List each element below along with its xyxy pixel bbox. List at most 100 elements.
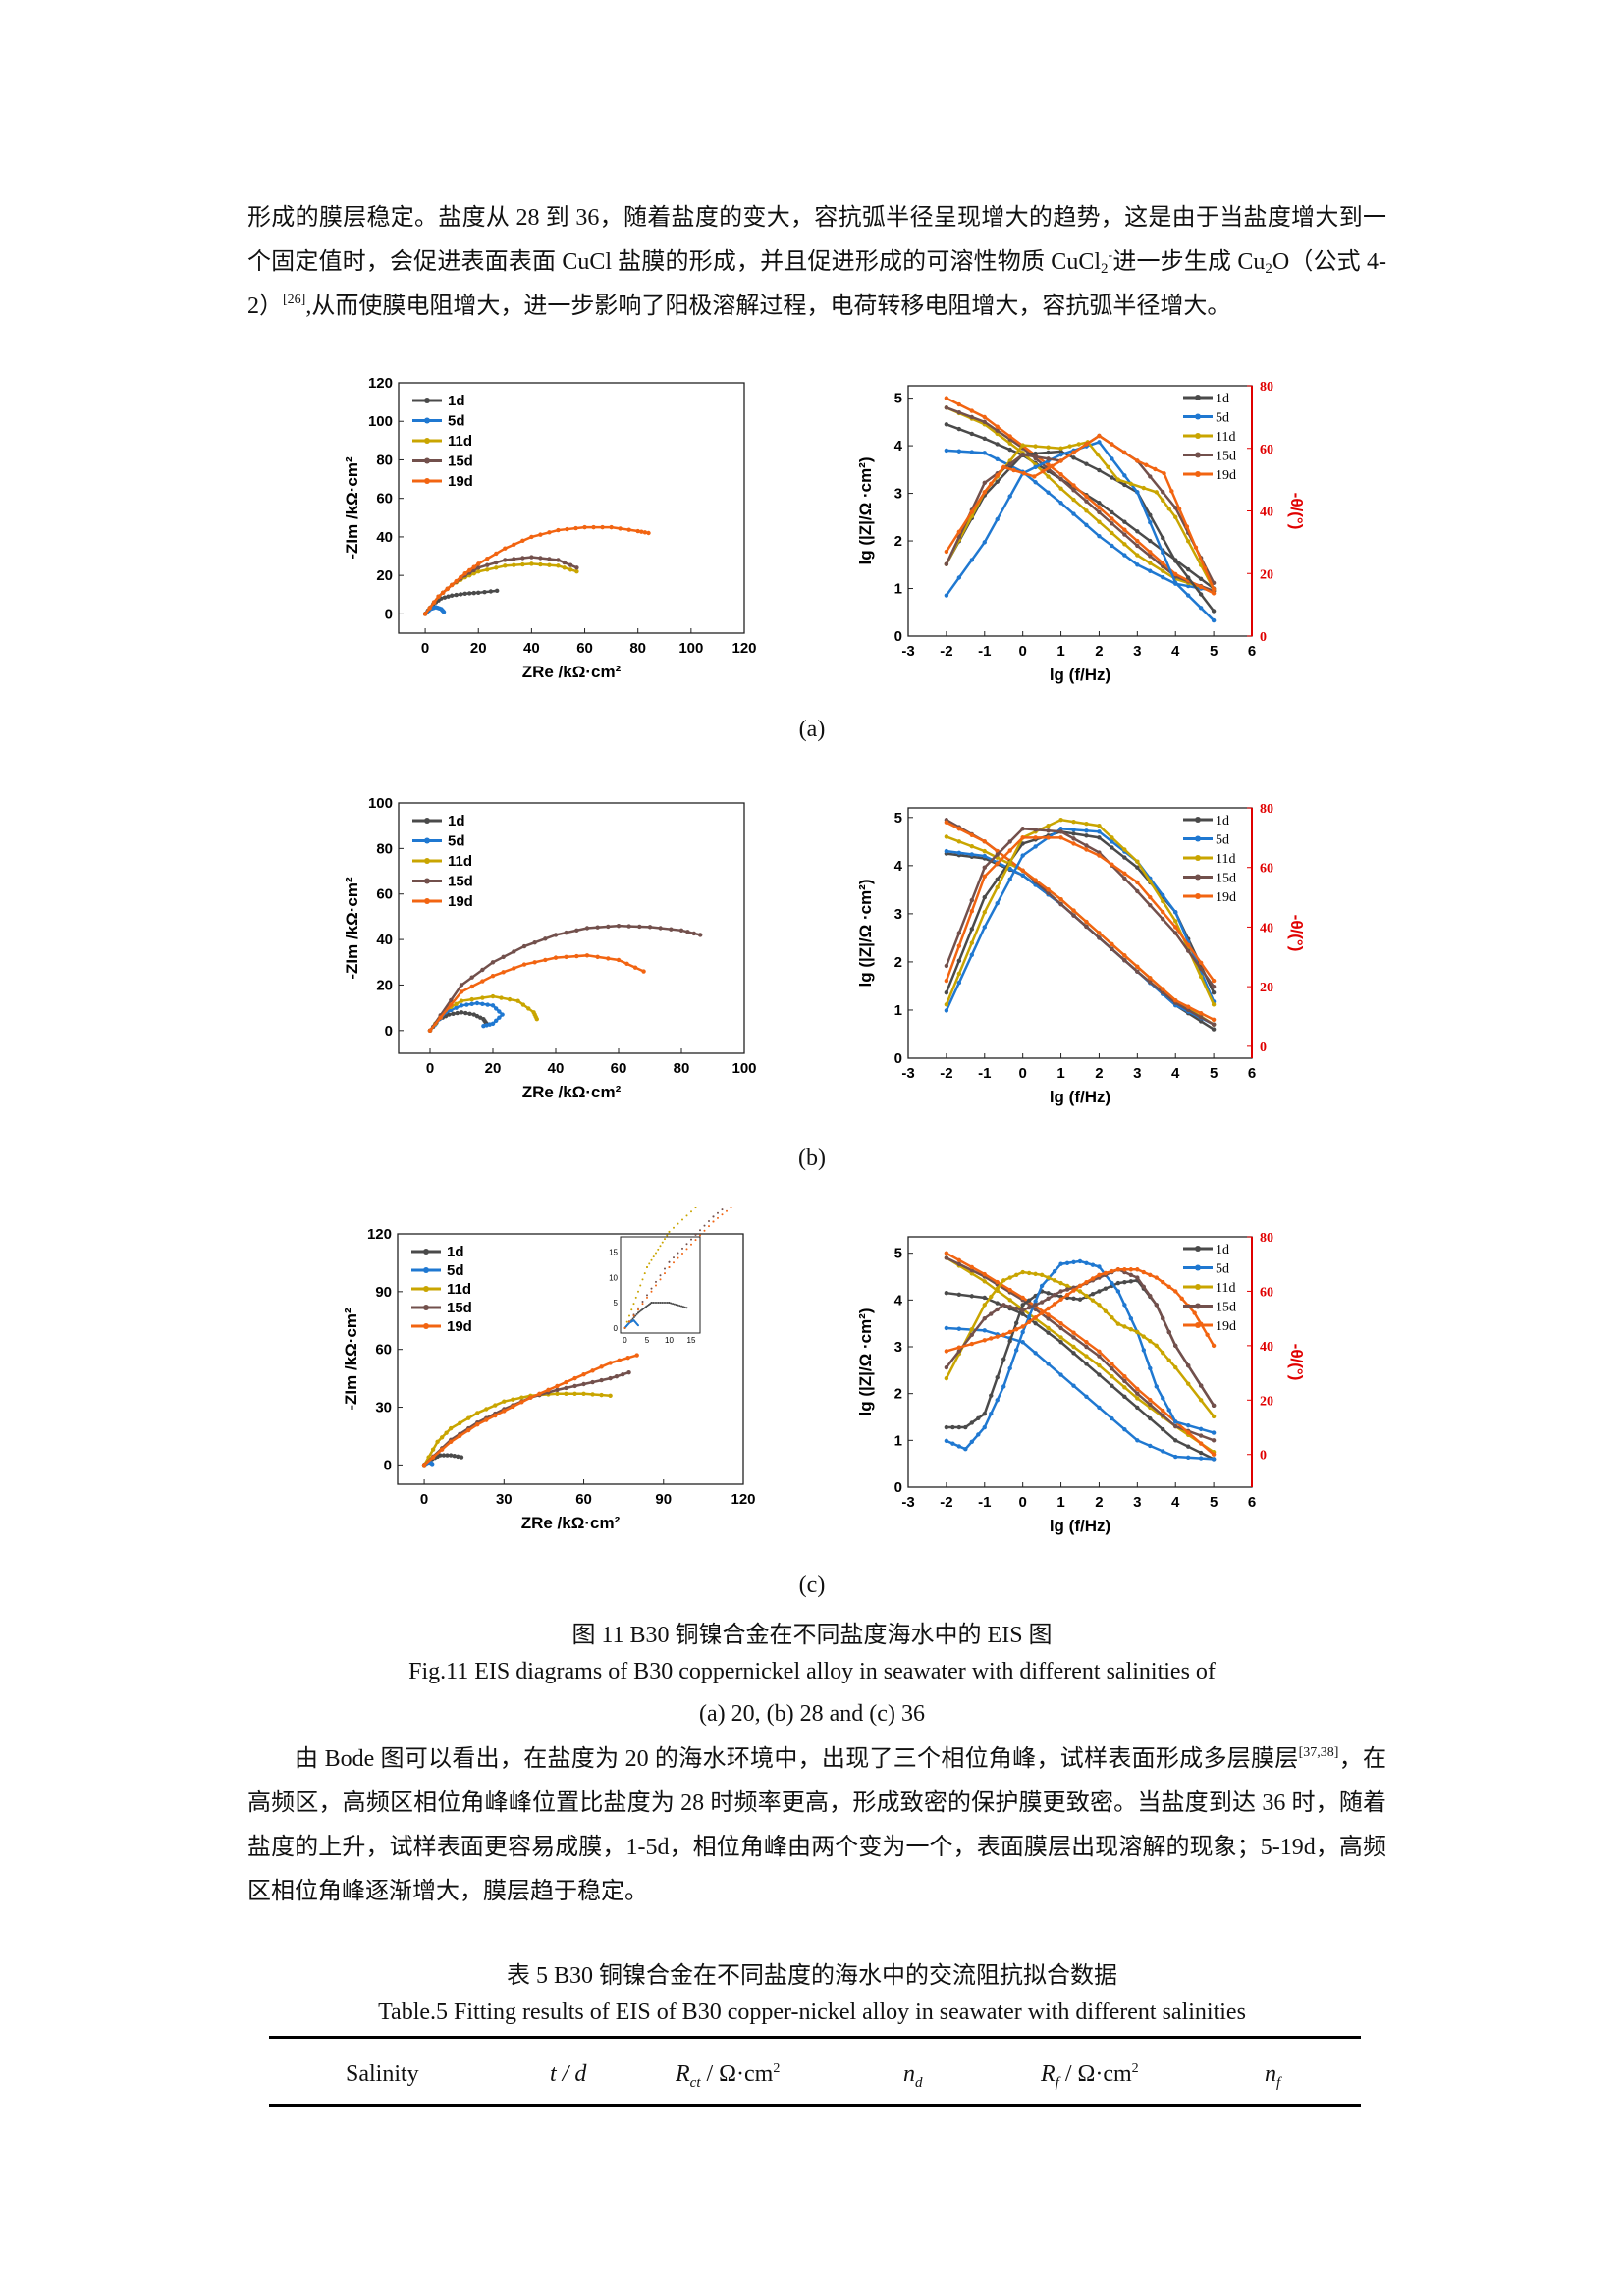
phase-19d-point: [1032, 474, 1037, 479]
inset-point-19d: [743, 1196, 745, 1198]
phase-19d-point: [1205, 1332, 1210, 1337]
inset-point-1d: [647, 1304, 650, 1307]
phase-15d-point: [1185, 948, 1191, 953]
series-19d-point: [490, 973, 496, 979]
legend-marker-1d: [423, 1249, 429, 1255]
y2-tick-label: 20: [1260, 1394, 1273, 1409]
inset-point-11d: [666, 1234, 669, 1237]
phase-1d-point: [963, 1424, 968, 1430]
modulus-5d-point: [956, 449, 962, 454]
inset-point-1d: [685, 1307, 688, 1309]
phase-11d-point: [1090, 1298, 1096, 1303]
phase-11d-point: [1052, 1278, 1057, 1283]
inset-point-11d: [828, 1142, 830, 1144]
series-11d-point: [485, 567, 490, 572]
phase-19d-point: [1033, 1315, 1038, 1320]
legend-marker-1d: [1195, 1246, 1201, 1252]
series-19d-point: [584, 953, 590, 958]
series-19d-point: [471, 564, 476, 569]
phase-1d-point: [1161, 535, 1165, 541]
phase-19d-point: [1097, 1272, 1102, 1278]
x-tick-label: 0: [421, 640, 429, 657]
phase-11d-point: [956, 971, 962, 977]
modulus-5d-point: [956, 1326, 962, 1331]
phase-15d-point: [1007, 839, 1012, 844]
phase-19d-point: [1097, 853, 1102, 858]
phase-15d-point: [969, 897, 975, 903]
series-15d-point: [553, 933, 559, 937]
inset-point-1d: [678, 1305, 681, 1308]
phase-15d-point: [944, 1364, 949, 1370]
phase-11d-point: [1039, 1272, 1045, 1278]
phase-5d-point: [1052, 1268, 1057, 1274]
series-5d-point: [474, 1000, 480, 1006]
modulus-11d-point: [1071, 1344, 1076, 1350]
phase-5d-point: [1007, 1365, 1012, 1371]
series-15d-point: [606, 924, 611, 930]
modulus-5d-point: [1033, 1351, 1038, 1356]
series-19d-point: [502, 1409, 507, 1414]
legend-marker-15d: [424, 878, 430, 884]
legend-marker-11d: [1195, 433, 1201, 439]
phase-19d-point: [1026, 1319, 1032, 1325]
inset-point-11d: [632, 1303, 635, 1306]
inset-point-11d: [694, 1207, 697, 1209]
y-tick-label: 2: [894, 954, 902, 971]
figure-caption-en: Fig.11 EIS diagrams of B30 coppernickel …: [408, 1659, 1216, 1684]
phase-19d-point: [1135, 1267, 1140, 1272]
series-15d-point: [562, 560, 567, 565]
phase-19d-point: [1161, 910, 1165, 915]
inset-point-15d: [752, 1184, 754, 1186]
series-15d-point: [691, 931, 696, 936]
series-11d-point: [511, 1397, 515, 1402]
phase-15d-point: [1020, 452, 1025, 457]
phase-5d-point: [1090, 1262, 1096, 1267]
phase-5d-point: [1173, 910, 1178, 915]
phase-1d-point: [995, 877, 1000, 882]
nyquist-plot-a: 0 20 40 60 80 100 120 0 20 40 60 80 100 120 ZRe /kΩ·cm…: [343, 375, 757, 681]
inset-point-19d: [664, 1272, 666, 1275]
phase-19d-point: [1021, 471, 1027, 476]
inset-point-15d: [761, 1177, 763, 1179]
modulus-15d-point: [1110, 946, 1114, 952]
y-tick-label: 1: [894, 1432, 902, 1449]
phase-5d-point: [969, 1439, 975, 1445]
legend-marker-1d: [1195, 817, 1201, 823]
series-1d-point: [451, 1011, 456, 1017]
modulus-15d-point: [1148, 1402, 1153, 1407]
series-11d-point: [502, 1399, 507, 1404]
phase-1d-line: [945, 450, 1216, 613]
phase-11d-point: [1122, 1324, 1127, 1329]
series-19d-point: [485, 556, 490, 561]
phase-19d-point: [1013, 1327, 1019, 1332]
modulus-19d-point: [1058, 1320, 1063, 1326]
series-11d-point: [471, 570, 476, 576]
y-tick-label: 60: [375, 1342, 392, 1359]
phase-15d-point: [1135, 1275, 1140, 1280]
x-tick-label: 0: [1018, 643, 1026, 660]
legend-label-19d: 19d: [448, 473, 473, 490]
phase-5d-point: [1185, 1422, 1191, 1428]
phase-1d-point: [1084, 833, 1089, 838]
phase-11d-point: [1198, 1398, 1204, 1403]
phase-15d-point: [1161, 490, 1165, 495]
y2-tick-label: 60: [1260, 443, 1273, 457]
series-1d-point: [456, 1454, 460, 1460]
y-axis-label: -ZIm /kΩ·cm²: [342, 1308, 360, 1411]
phase-11d-point: [1110, 1315, 1114, 1320]
inset-y-tick-label: 15: [609, 1248, 618, 1256]
paragraph-bode: 由 Bode 图可以看出，在盐度为 20 的海水环境中，出现了三个相位角峰，试样…: [247, 1737, 1386, 1914]
y-tick-label: 0: [894, 1050, 902, 1067]
series-15d-point: [626, 1370, 631, 1375]
modulus-5d-point: [956, 850, 962, 855]
phase-15d-point: [1198, 966, 1204, 972]
legend-marker-15d: [423, 1305, 429, 1310]
phase-1d-point: [1122, 1279, 1127, 1285]
modulus-15d-point: [1135, 543, 1140, 549]
series-11d-point: [526, 1006, 531, 1011]
series-15d-point: [698, 933, 703, 937]
y-tick-label: 1: [894, 1002, 902, 1019]
series-1d-point: [471, 590, 476, 596]
series-5d-point: [497, 1015, 502, 1020]
series-19d-point: [528, 1395, 533, 1400]
